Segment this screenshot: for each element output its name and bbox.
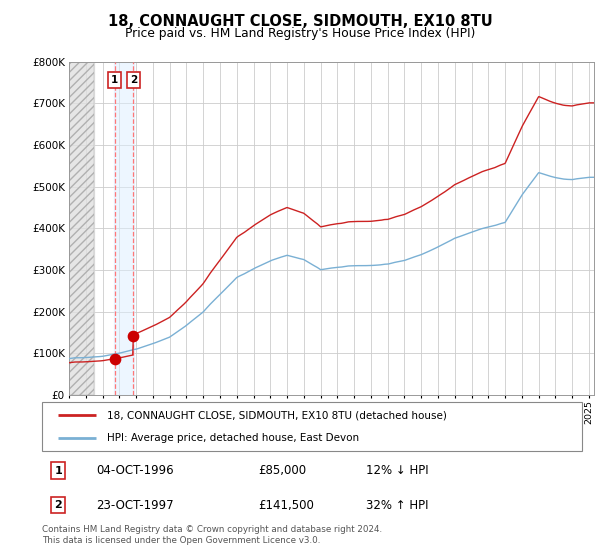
Text: 04-OCT-1996: 04-OCT-1996 bbox=[96, 464, 173, 477]
Text: Price paid vs. HM Land Registry's House Price Index (HPI): Price paid vs. HM Land Registry's House … bbox=[125, 27, 475, 40]
Text: £141,500: £141,500 bbox=[258, 499, 314, 512]
Text: 18, CONNAUGHT CLOSE, SIDMOUTH, EX10 8TU: 18, CONNAUGHT CLOSE, SIDMOUTH, EX10 8TU bbox=[107, 14, 493, 29]
Text: 1: 1 bbox=[55, 465, 62, 475]
Text: Contains HM Land Registry data © Crown copyright and database right 2024.
This d: Contains HM Land Registry data © Crown c… bbox=[42, 525, 382, 545]
Text: £85,000: £85,000 bbox=[258, 464, 306, 477]
Text: 32% ↑ HPI: 32% ↑ HPI bbox=[366, 499, 428, 512]
Bar bbox=[69, 62, 94, 395]
Text: 1: 1 bbox=[111, 76, 118, 85]
Text: 2: 2 bbox=[130, 76, 137, 85]
Text: 18, CONNAUGHT CLOSE, SIDMOUTH, EX10 8TU (detached house): 18, CONNAUGHT CLOSE, SIDMOUTH, EX10 8TU … bbox=[107, 410, 446, 421]
Point bbox=[110, 355, 120, 364]
Text: HPI: Average price, detached house, East Devon: HPI: Average price, detached house, East… bbox=[107, 433, 359, 443]
Text: 2: 2 bbox=[55, 500, 62, 510]
FancyBboxPatch shape bbox=[42, 402, 582, 451]
Point bbox=[128, 332, 138, 340]
Text: 12% ↓ HPI: 12% ↓ HPI bbox=[366, 464, 428, 477]
Bar bbox=[115, 62, 134, 395]
Bar bbox=[69, 62, 94, 395]
Text: 23-OCT-1997: 23-OCT-1997 bbox=[96, 499, 173, 512]
